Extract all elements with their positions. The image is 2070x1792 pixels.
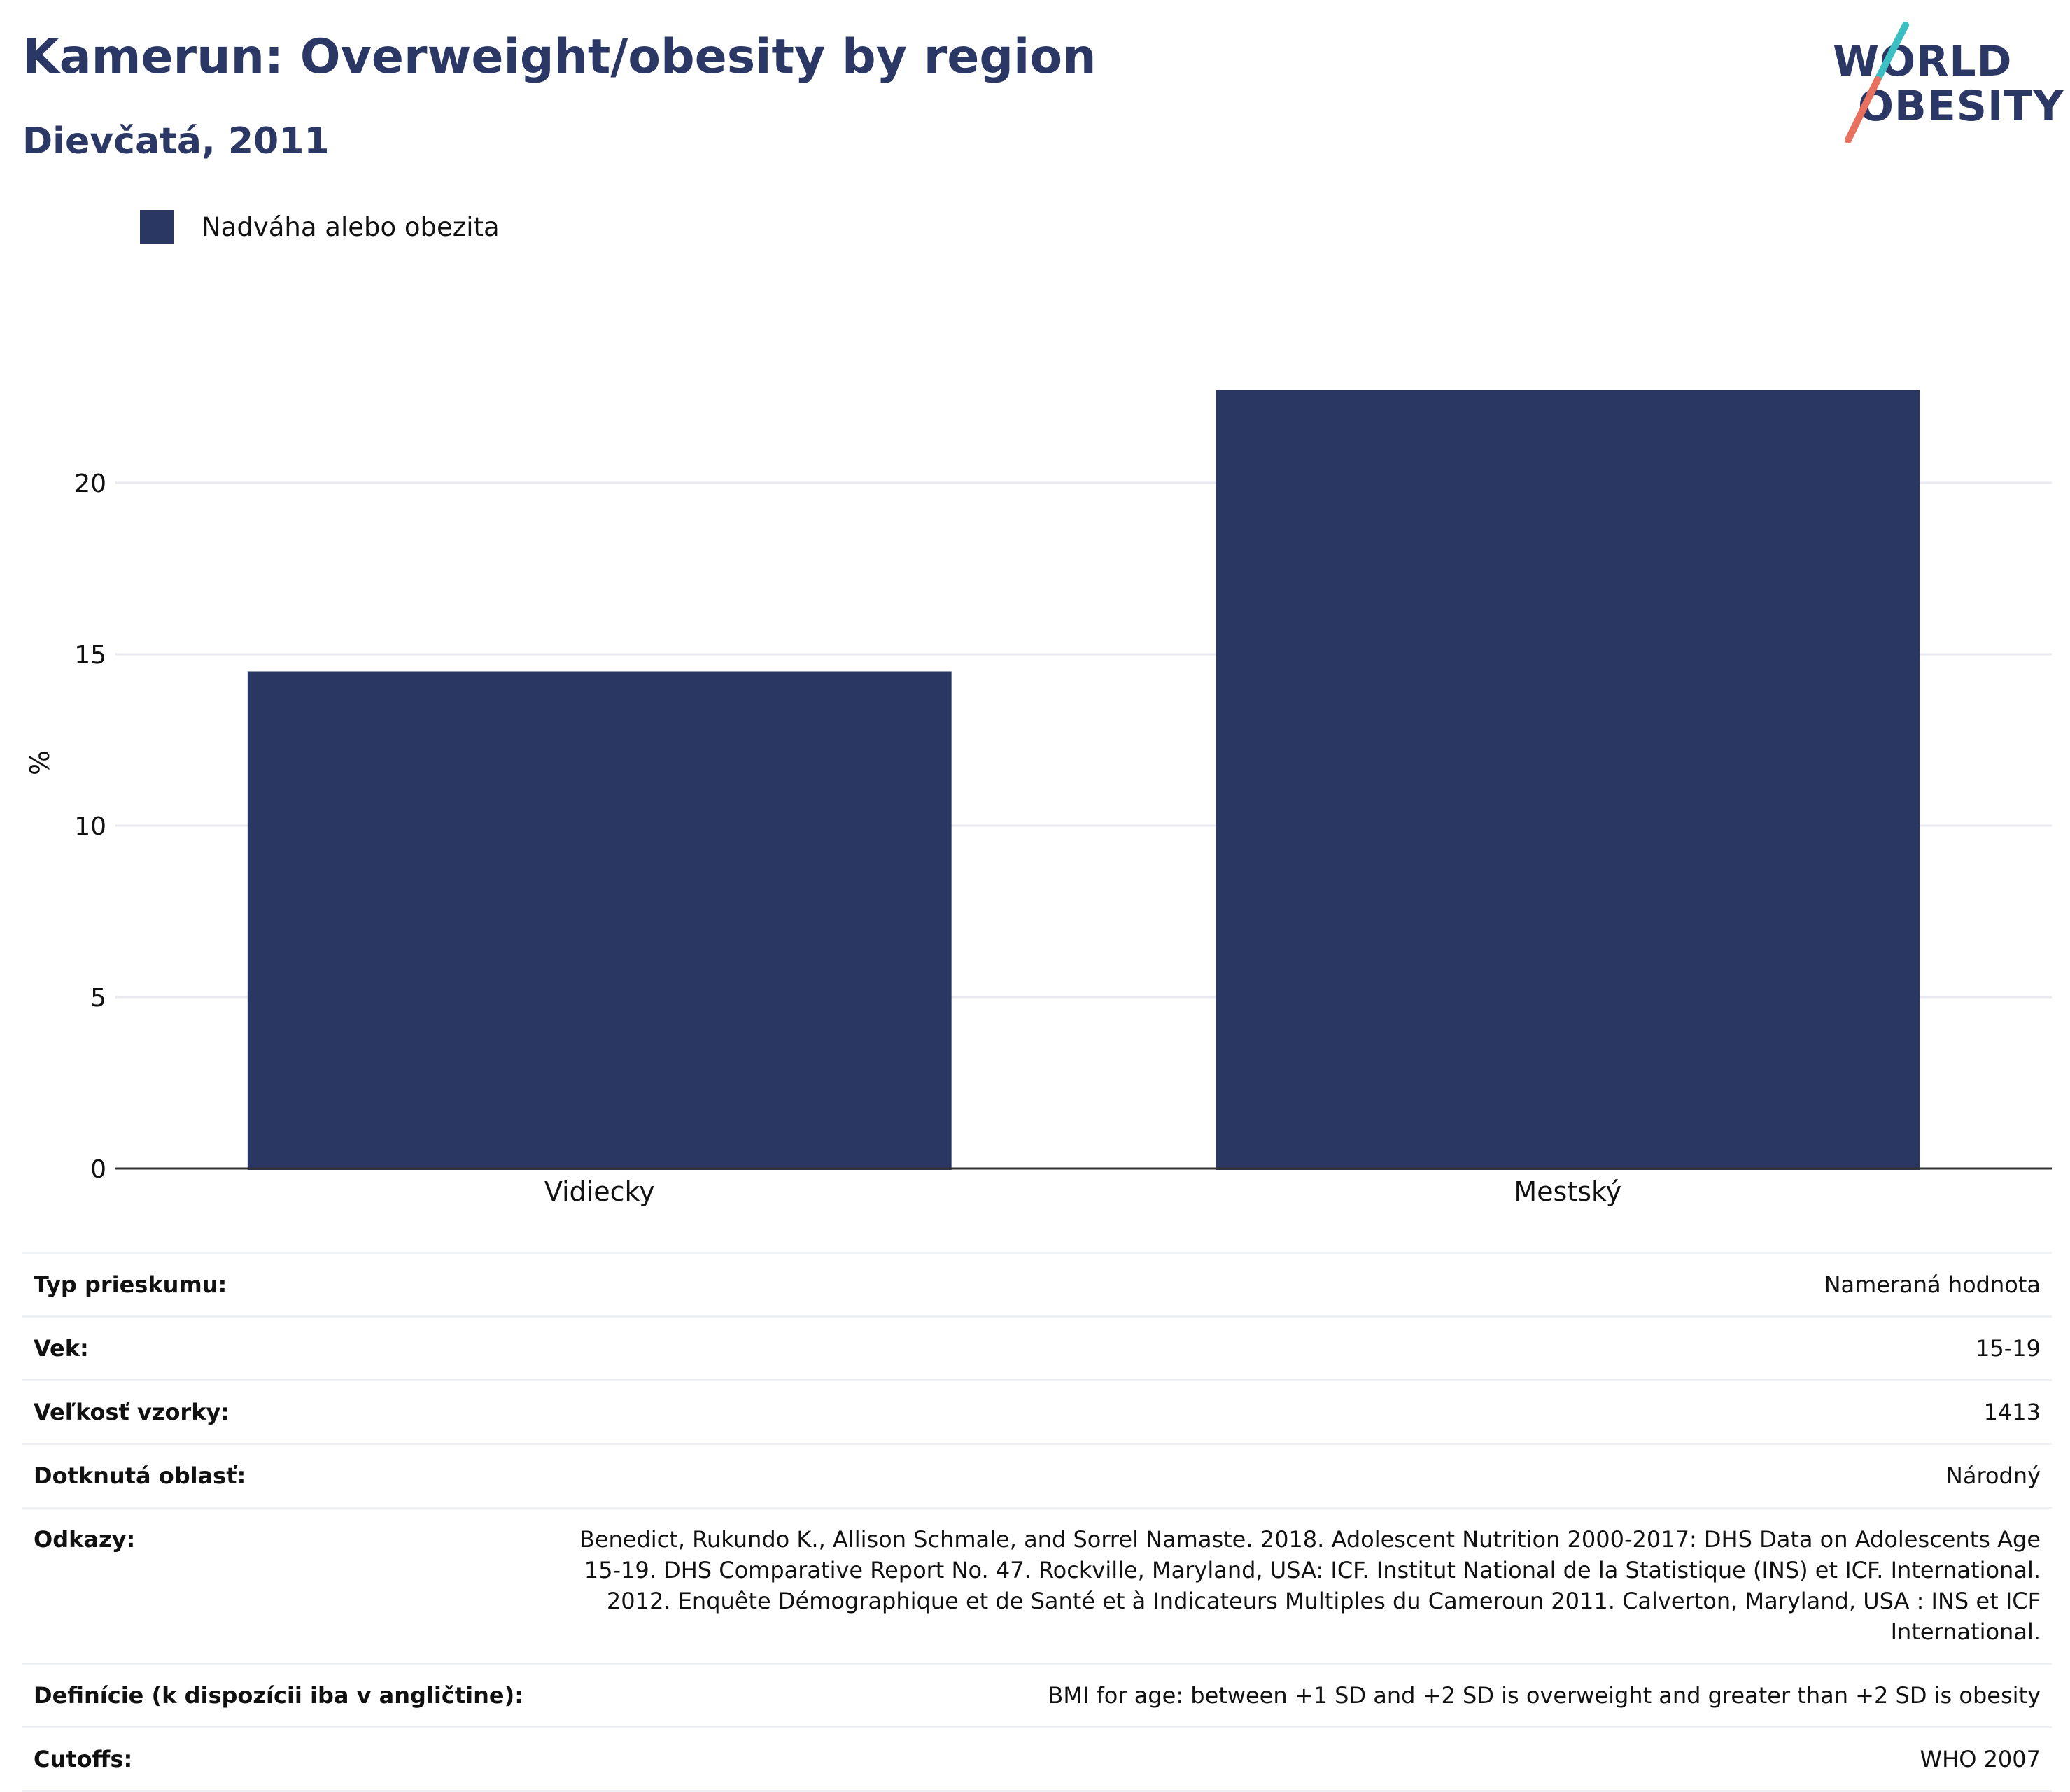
legend-label: Nadváha alebo obezita (202, 211, 500, 242)
bar-chart: 0 5 10 15 20 Vidiecky Mestský % (24, 390, 2052, 1207)
info-value: Benedict, Rukundo K., Allison Schmale, a… (534, 1507, 2052, 1664)
info-value: Národný (534, 1443, 2052, 1508)
chart-title: Kamerun: Overweight/obesity by region (22, 29, 1097, 85)
logo-text-line1: WORLD (1833, 37, 2013, 86)
info-key: Definície (k dispozícii iba v angličtine… (22, 1663, 535, 1728)
info-key: Odkazy: (22, 1507, 535, 1664)
info-row: Typ prieskumu: Nameraná hodnota (22, 1252, 2052, 1317)
info-value: 1413 (534, 1379, 2052, 1444)
info-row: Definície (k dispozícii iba v angličtine… (22, 1663, 2052, 1728)
info-key: Vek: (22, 1315, 535, 1381)
bars (247, 390, 1920, 1171)
info-row: Veľkosť vzorky: 1413 (22, 1379, 2052, 1444)
info-key: Dotknutá oblasť: (22, 1443, 535, 1508)
info-row: Dotknutá oblasť: Národný (22, 1443, 2052, 1508)
y-tick-label: 15 (74, 641, 106, 670)
y-tick-labels: 0 5 10 15 20 (74, 470, 106, 1184)
y-tick-label: 20 (74, 470, 106, 498)
chart-subtitle: Dievčatá, 2011 (22, 120, 330, 162)
y-tick-label: 0 (90, 1155, 106, 1184)
x-tick-label: Vidiecky (544, 1176, 655, 1207)
y-tick-label: 5 (90, 984, 106, 1013)
legend: Nadváha alebo obezita (140, 210, 500, 244)
x-tick-labels: Vidiecky Mestský (544, 1176, 1621, 1207)
world-obesity-logo: WORLD OBESITY (1830, 21, 2064, 147)
info-key: Typ prieskumu: (22, 1252, 535, 1317)
bar-mestský (1216, 390, 1920, 1171)
legend-swatch (140, 210, 174, 244)
info-value: Nameraná hodnota (534, 1252, 2052, 1317)
y-tick-label: 10 (74, 812, 106, 841)
logo-text-line2: OBESITY (1858, 82, 2064, 131)
bar-vidiecky (247, 671, 952, 1170)
info-row: Vek: 15-19 (22, 1315, 2052, 1381)
survey-info-table: Typ prieskumu: Nameraná hodnota Vek: 15-19 V… (22, 1252, 2052, 1792)
info-key: Veľkosť vzorky: (22, 1379, 535, 1444)
logo-slash-icon (1845, 22, 1909, 143)
info-row: Cutoffs: WHO 2007 (22, 1726, 2052, 1792)
x-tick-label: Mestský (1514, 1176, 1621, 1207)
info-key: Cutoffs: (22, 1726, 535, 1792)
info-value: BMI for age: between +1 SD and +2 SD is … (534, 1663, 2052, 1728)
y-axis-label: % (24, 750, 55, 775)
info-row: Odkazy: Benedict, Rukundo K., Allison Sch… (22, 1507, 2052, 1664)
info-value: WHO 2007 (534, 1726, 2052, 1792)
info-value: 15-19 (534, 1315, 2052, 1381)
